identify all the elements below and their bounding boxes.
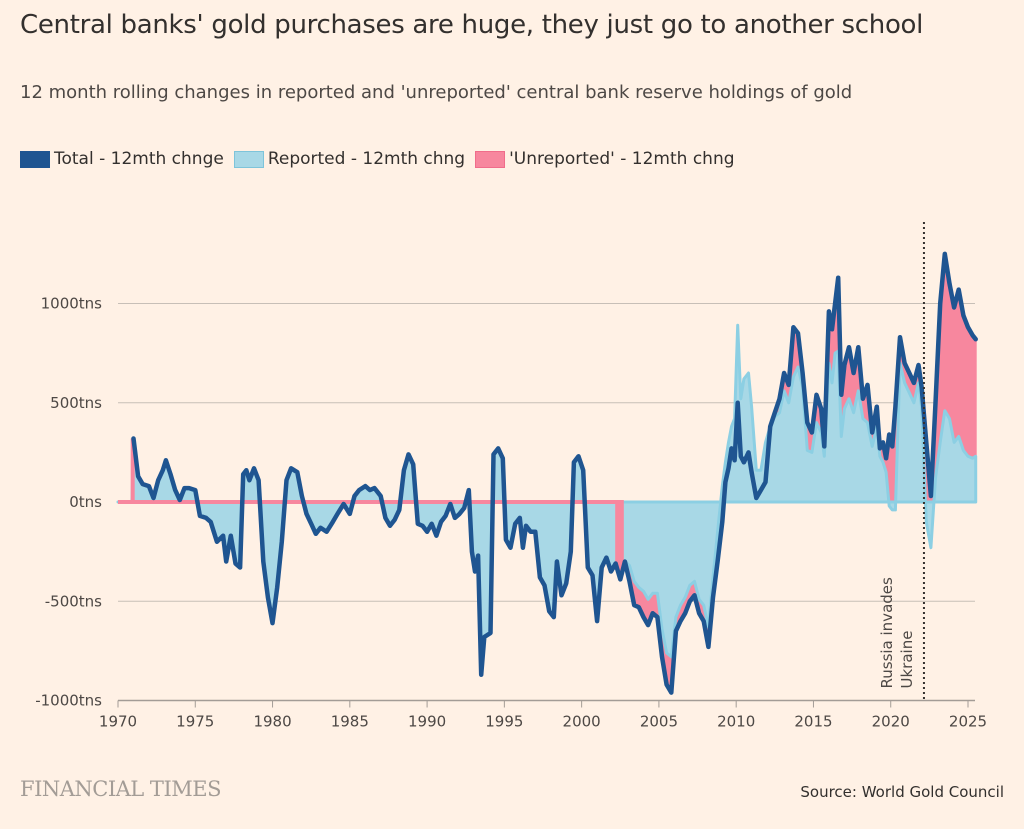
x-tick-label: 1985 [331,713,369,731]
annotation-text-line2: Ukraine [898,631,916,689]
x-tick-label: 1995 [485,713,523,731]
legend-swatch-reported [233,150,264,168]
legend-item-reported: Reported - 12mth chng [233,149,466,169]
x-tick-label: 2015 [794,713,832,731]
y-tick-label: -500tns [45,592,102,610]
annotation-text-line1: Russia invades [878,577,896,689]
x-tick-label: 2025 [949,713,987,731]
chart-subtitle: 12 month rolling changes in reported and… [20,82,853,103]
source-note: Source: World Gold Council [800,783,1004,801]
y-tick-label: 500tns [50,394,102,412]
unreported-zero-line [133,500,624,568]
legend-swatch-total [20,150,50,168]
x-tick-label: 1990 [408,713,446,731]
total-line [131,251,978,695]
legend-label-unreported: 'Unreported' - 12mth chng [509,149,735,169]
legend-swatch-unreported [475,150,506,168]
x-tick-label: 2000 [563,713,601,731]
legend: Total - 12mth chnge Reported - 12mth chn… [20,149,745,169]
x-tick-label: 1980 [253,713,291,731]
y-tick-label: -1000tns [35,692,102,710]
annotation: Russia invades Ukraine [878,222,925,701]
x-axis: 1970 1975 1980 1985 1990 1995 2000 2005 2010 2015… [99,699,987,731]
lines [118,251,978,695]
x-tick-label: 2005 [640,713,678,731]
ft-logo: FINANCIAL TIMES [20,777,221,801]
x-tick-label: 2020 [872,713,910,731]
legend-item-total: Total - 12mth chnge [20,149,224,169]
y-tick-label: 1000tns [41,295,103,313]
x-tick-label: 1970 [99,713,137,731]
legend-item-unreported: 'Unreported' - 12mth chng [475,149,735,169]
y-axis: 1000tns 500tns 0tns -500tns -1000tns [35,295,102,710]
unreported-line-start [118,438,135,504]
chart-title: Central banks' gold purchases are huge, … [20,10,924,40]
legend-label-reported: Reported - 12mth chng [267,149,466,169]
x-tick-label: 1975 [176,713,214,731]
legend-label-total: Total - 12mth chnge [54,149,224,169]
y-tick-label: 0tns [69,493,102,511]
x-tick-label: 2010 [717,713,755,731]
